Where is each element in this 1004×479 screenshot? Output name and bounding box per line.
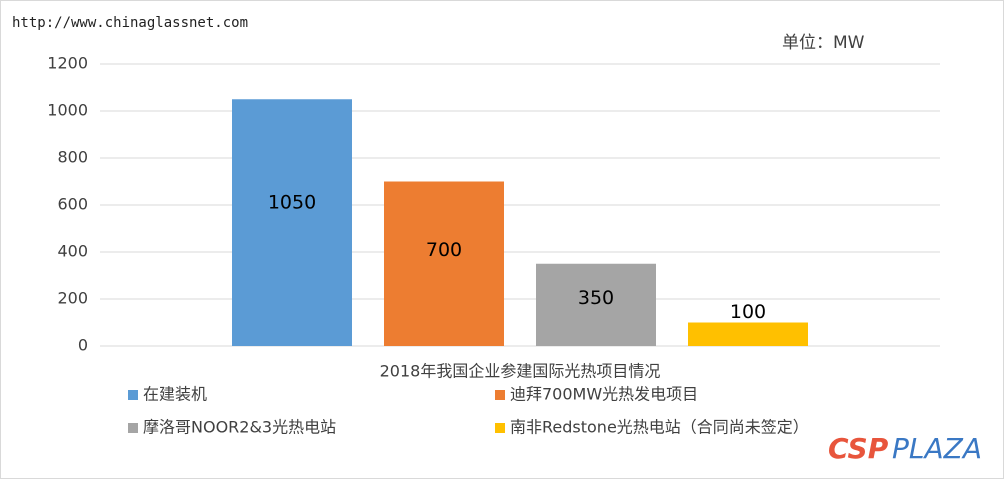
legend-swatch	[495, 423, 505, 433]
data-label: 350	[578, 287, 614, 309]
logo-right: PLAZA	[892, 432, 982, 465]
legend-label: 在建装机	[143, 385, 207, 404]
data-label: 1050	[268, 191, 316, 213]
y-tick-label: 200	[57, 289, 88, 308]
data-label: 700	[426, 239, 462, 261]
legend-label: 南非Redstone光热电站（合同尚未签定）	[510, 418, 809, 437]
legend-swatch	[495, 390, 505, 400]
y-tick-label: 1200	[47, 54, 88, 73]
legend-swatch	[128, 390, 138, 400]
legend-label: 摩洛哥NOOR2&3光热电站	[143, 418, 336, 437]
logo-left: CSP	[828, 432, 889, 465]
bar	[232, 99, 352, 346]
bar	[384, 181, 504, 346]
legend-swatch	[128, 423, 138, 433]
y-tick-label: 800	[57, 148, 88, 167]
legend-label: 迪拜700MW光热发电项目	[510, 385, 698, 404]
y-tick-label: 0	[78, 336, 88, 355]
bar	[536, 263, 656, 346]
x-tick-label: 2018年我国企业参建国际光热项目情况	[380, 362, 661, 381]
watermark: http://www.chinaglassnet.com	[12, 15, 248, 31]
y-tick-label: 400	[57, 242, 88, 261]
bar	[688, 322, 808, 346]
y-tick-label: 1000	[47, 101, 88, 120]
data-label: 100	[730, 301, 766, 323]
y-tick-label: 600	[57, 195, 88, 214]
unit-label: 单位：MW	[782, 33, 865, 53]
